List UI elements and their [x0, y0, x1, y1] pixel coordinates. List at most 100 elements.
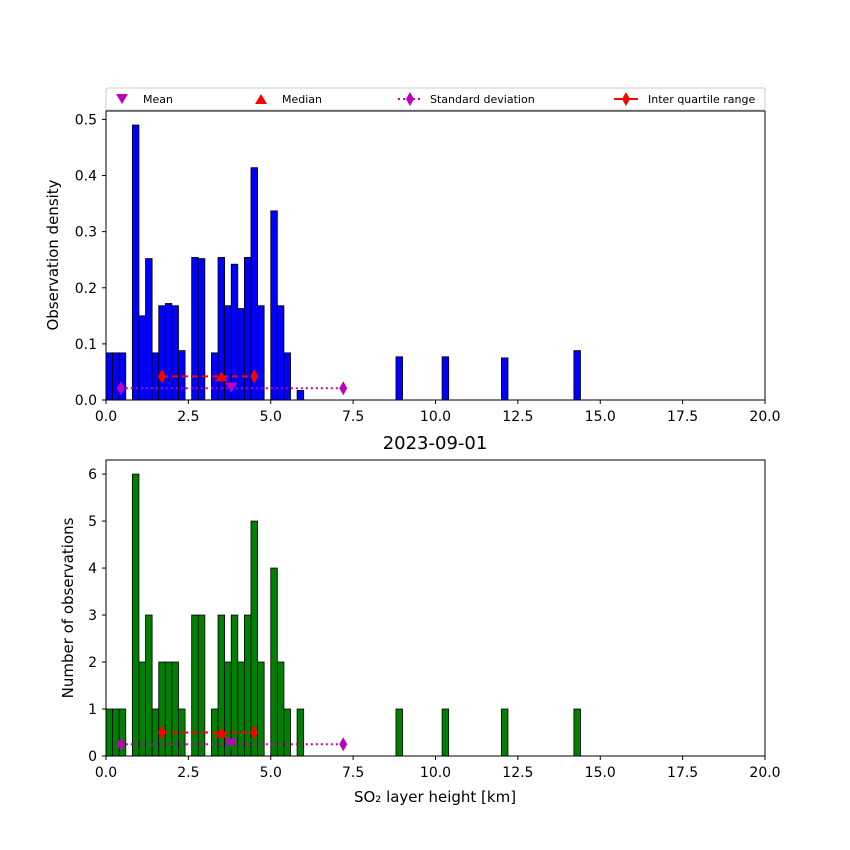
count-bar [171, 661, 179, 757]
count-y-tick-label: 5 [88, 514, 97, 530]
count-bar [243, 614, 252, 757]
density-x-tick-label: 17.5 [667, 409, 698, 425]
count-chart-title: 2023-09-01 [383, 433, 488, 454]
count-y-axis-label: Number of observations [59, 517, 77, 698]
density-x-tick-label: 10.0 [420, 409, 451, 425]
density-y-ticks: 0.0 0.1 0.2 0.3 0.4 0.5 [75, 112, 106, 409]
iqr-marker-icon [622, 92, 630, 106]
density-mean-marker [225, 382, 238, 393]
count-bar [138, 661, 146, 757]
legend-entry-iqr: Inter quartile range [614, 92, 755, 106]
count-bar [197, 614, 206, 757]
count-bar [164, 661, 173, 757]
density-bar [243, 257, 252, 401]
count-bar [395, 708, 403, 757]
density-y-tick-label: 0.0 [75, 393, 97, 409]
count-y-tick-label: 4 [88, 561, 97, 577]
count-median-marker [215, 727, 228, 738]
density-y-tick-label: 0.1 [75, 337, 97, 353]
count-x-tick-label: 12.5 [502, 765, 533, 781]
density-y-tick-label: 0.3 [75, 225, 97, 241]
legend-entry-median: Median [255, 93, 322, 106]
legend-label-iqr: Inter quartile range [648, 93, 755, 106]
density-bar [250, 167, 258, 401]
density-x-ticks: 0.0 2.5 5.0 7.5 10.0 12.5 15.0 17.5 20.0 [95, 400, 781, 425]
count-bar [276, 661, 285, 757]
density-iqr-marker [158, 369, 167, 384]
count-y-tick-label: 0 [88, 749, 97, 765]
density-bar [230, 263, 239, 401]
count-bar [500, 708, 509, 757]
count-bar [112, 708, 120, 757]
count-bar [270, 567, 278, 757]
density-y-tick-label: 0.2 [75, 281, 97, 297]
count-bar [573, 708, 581, 757]
density-bar [276, 305, 285, 401]
density-bar [131, 124, 140, 401]
density-bar [296, 390, 305, 401]
density-statistics [116, 369, 348, 396]
count-bar [250, 520, 258, 757]
count-x-tick-label: 0.0 [95, 765, 117, 781]
count-x-ticks: 0.0 2.5 5.0 7.5 10.0 12.5 15.0 17.5 20.0 [95, 756, 781, 781]
density-bar [270, 210, 278, 401]
density-bar [573, 350, 581, 401]
count-y-tick-label: 6 [88, 467, 97, 483]
density-bar [164, 303, 173, 401]
count-bar [283, 708, 291, 757]
count-x-tick-label: 20.0 [749, 765, 780, 781]
density-y-tick-label: 0.4 [75, 169, 97, 185]
count-iqr-marker [158, 725, 167, 740]
density-panel: 0.0 2.5 5.0 7.5 10.0 12.5 15.0 17.5 20.0 0.00.10… [44, 110, 781, 425]
count-bars [105, 473, 581, 757]
density-x-tick-label: 7.5 [342, 409, 364, 425]
legend-entry-std: Standard deviation [398, 92, 535, 106]
count-x-tick-label: 10.0 [420, 765, 451, 781]
count-y-ticks: 0 1 2 3 4 5 6 [88, 467, 106, 765]
count-bar [105, 708, 113, 757]
density-bar [257, 305, 265, 401]
density-bar [151, 352, 160, 401]
count-bar [296, 708, 305, 757]
count-bar [441, 708, 450, 757]
legend-frame [105, 87, 766, 111]
legend-label-std: Standard deviation [430, 93, 535, 106]
count-y-tick-label: 3 [88, 608, 97, 624]
count-y-tick-label: 1 [88, 702, 97, 718]
count-bar [191, 614, 199, 757]
density-bar [191, 257, 199, 401]
density-iqr-marker [250, 369, 259, 384]
density-y-axis-label: Observation density [44, 179, 62, 330]
density-bars [105, 124, 581, 401]
density-bar [237, 308, 245, 401]
density-bar [158, 305, 166, 401]
count-x-tick-label: 2.5 [177, 765, 199, 781]
density-bar [197, 258, 206, 401]
count-iqr-marker [250, 725, 259, 740]
count-std-marker [116, 737, 125, 752]
density-bar [171, 305, 179, 401]
count-y-tick-label: 2 [88, 655, 97, 671]
density-x-tick-label: 5.0 [260, 409, 282, 425]
density-x-tick-label: 0.0 [95, 409, 117, 425]
density-median-marker [215, 371, 228, 382]
count-x-axis-label: SO₂ layer height [km] [354, 788, 516, 806]
density-bar [178, 350, 186, 401]
count-bar [230, 614, 239, 757]
legend-label-mean: Mean [143, 93, 173, 106]
count-std-marker [339, 737, 348, 752]
density-x-tick-label: 15.0 [585, 409, 616, 425]
count-statistics [116, 725, 348, 752]
legend-label-median: Median [282, 93, 322, 106]
density-bar [112, 352, 120, 401]
density-bar [500, 357, 509, 401]
count-x-tick-label: 17.5 [667, 765, 698, 781]
density-bar [395, 356, 403, 401]
density-bar [145, 258, 153, 401]
count-bar [158, 661, 166, 757]
legend: Mean Median Standard deviation Inter qua… [105, 87, 766, 111]
density-bar [283, 352, 291, 401]
std-marker-icon [406, 92, 414, 106]
count-bar [131, 473, 140, 757]
mean-marker-icon [116, 94, 128, 104]
